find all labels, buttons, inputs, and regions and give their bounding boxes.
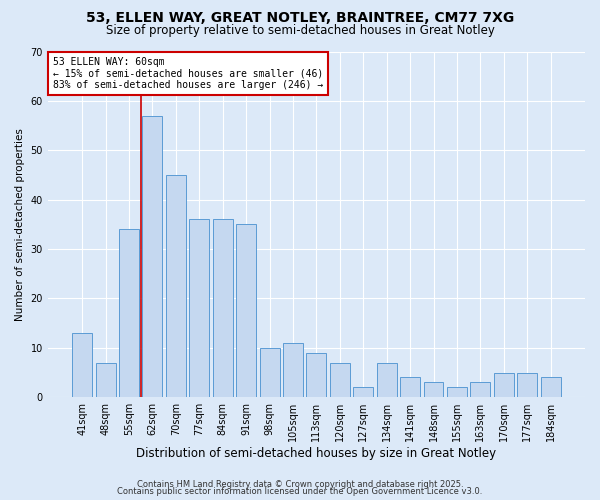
Text: 53 ELLEN WAY: 60sqm
← 15% of semi-detached houses are smaller (46)
83% of semi-d: 53 ELLEN WAY: 60sqm ← 15% of semi-detach… bbox=[53, 56, 323, 90]
Bar bbox=[330, 362, 350, 397]
Bar bbox=[260, 348, 280, 397]
Bar bbox=[95, 362, 116, 397]
Bar bbox=[517, 372, 537, 397]
Bar bbox=[190, 220, 209, 397]
Text: Size of property relative to semi-detached houses in Great Notley: Size of property relative to semi-detach… bbox=[106, 24, 494, 37]
Bar bbox=[447, 388, 467, 397]
Bar bbox=[470, 382, 490, 397]
Text: Contains HM Land Registry data © Crown copyright and database right 2025.: Contains HM Land Registry data © Crown c… bbox=[137, 480, 463, 489]
Bar bbox=[166, 175, 186, 397]
Bar bbox=[494, 372, 514, 397]
Text: Contains public sector information licensed under the Open Government Licence v3: Contains public sector information licen… bbox=[118, 487, 482, 496]
Bar bbox=[400, 378, 420, 397]
Text: 53, ELLEN WAY, GREAT NOTLEY, BRAINTREE, CM77 7XG: 53, ELLEN WAY, GREAT NOTLEY, BRAINTREE, … bbox=[86, 11, 514, 25]
Bar bbox=[119, 230, 139, 397]
Bar bbox=[307, 353, 326, 397]
Bar bbox=[142, 116, 163, 397]
Bar bbox=[424, 382, 443, 397]
Bar bbox=[236, 224, 256, 397]
Bar bbox=[213, 220, 233, 397]
Y-axis label: Number of semi-detached properties: Number of semi-detached properties bbox=[15, 128, 25, 321]
X-axis label: Distribution of semi-detached houses by size in Great Notley: Distribution of semi-detached houses by … bbox=[136, 447, 496, 460]
Bar bbox=[353, 388, 373, 397]
Bar bbox=[72, 333, 92, 397]
Bar bbox=[541, 378, 560, 397]
Bar bbox=[283, 343, 303, 397]
Bar bbox=[377, 362, 397, 397]
